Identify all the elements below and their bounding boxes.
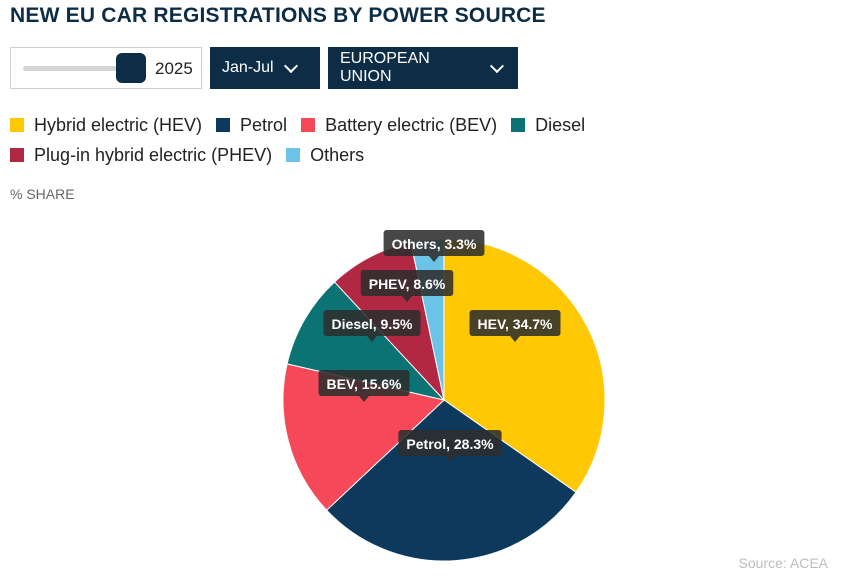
legend-swatch (216, 118, 231, 132)
year-slider-box: 2025 (10, 47, 202, 89)
region-dropdown-label: EUROPEAN UNION (340, 50, 430, 85)
legend-item[interactable]: Diesel (511, 114, 585, 136)
data-label-pointer (402, 296, 412, 302)
region-dropdown[interactable]: EUROPEAN UNION (328, 47, 518, 89)
legend-item[interactable]: Hybrid electric (HEV) (10, 114, 202, 136)
chart-controls: 2025 Jan-Jul EUROPEAN UNION (10, 47, 518, 89)
data-label: Others, 3.3% (383, 230, 485, 262)
period-dropdown-label: Jan-Jul (222, 59, 274, 76)
pie-slice[interactable] (282, 363, 446, 511)
legend-label: Plug-in hybrid electric (PHEV) (34, 144, 273, 165)
legend-swatch (10, 118, 24, 132)
data-label-box (318, 370, 410, 396)
legend-item[interactable]: Others (286, 144, 364, 166)
legend-swatch (301, 118, 316, 132)
legend-item[interactable]: Petrol (216, 114, 287, 136)
legend-swatch (10, 148, 24, 162)
data-label-box (469, 310, 561, 336)
data-label: Diesel, 9.5% (323, 310, 421, 342)
data-label-text: BEV, 15.6% (327, 376, 403, 392)
data-label-pointer (359, 396, 369, 402)
data-label: Petrol, 28.3% (398, 430, 502, 462)
legend-label: Diesel (535, 114, 586, 135)
pie-slice[interactable] (325, 399, 577, 562)
data-label-box (360, 270, 454, 296)
data-label-pointer (445, 456, 455, 462)
data-label-box (398, 430, 502, 456)
period-dropdown[interactable]: Jan-Jul (210, 47, 320, 89)
legend-item[interactable]: Battery electric (BEV) (301, 114, 497, 136)
year-value: 2025 (155, 59, 193, 78)
data-label-pointer (367, 336, 377, 342)
data-label-box (323, 310, 421, 336)
legend-label: Others (310, 144, 365, 165)
year-slider-handle[interactable] (116, 53, 146, 83)
data-label-text: Others, 3.3% (392, 236, 477, 252)
legend-label: Petrol (240, 114, 288, 135)
source-note: Source: ACEA (738, 555, 829, 571)
legend-item[interactable]: Plug-in hybrid electric (PHEV) (10, 144, 272, 166)
data-label: BEV, 15.6% (318, 370, 410, 402)
data-label-text: PHEV, 8.6% (369, 276, 446, 292)
chart-legend: Hybrid electric (HEV) Petrol Battery elect… (10, 114, 850, 166)
pie-slice[interactable] (443, 238, 606, 493)
unit-label: % SHARE (10, 186, 75, 202)
legend-swatch (511, 118, 526, 132)
data-label-pointer (429, 256, 439, 262)
chart-title: NEW EU CAR REGISTRATIONS BY POWER SOURCE (10, 4, 546, 27)
data-label: HEV, 34.7% (469, 310, 561, 342)
year-slider-track[interactable] (23, 66, 135, 71)
data-label-text: HEV, 34.7% (478, 316, 554, 332)
legend-label: Hybrid electric (HEV) (34, 114, 203, 135)
data-label-text: Diesel, 9.5% (332, 316, 413, 332)
data-label-text: Petrol, 28.3% (406, 436, 494, 452)
data-label-pointer (510, 336, 520, 342)
legend-swatch (286, 148, 301, 162)
data-label: PHEV, 8.6% (360, 270, 454, 302)
legend-label: Battery electric (BEV) (325, 114, 498, 135)
data-label-box (383, 230, 485, 256)
